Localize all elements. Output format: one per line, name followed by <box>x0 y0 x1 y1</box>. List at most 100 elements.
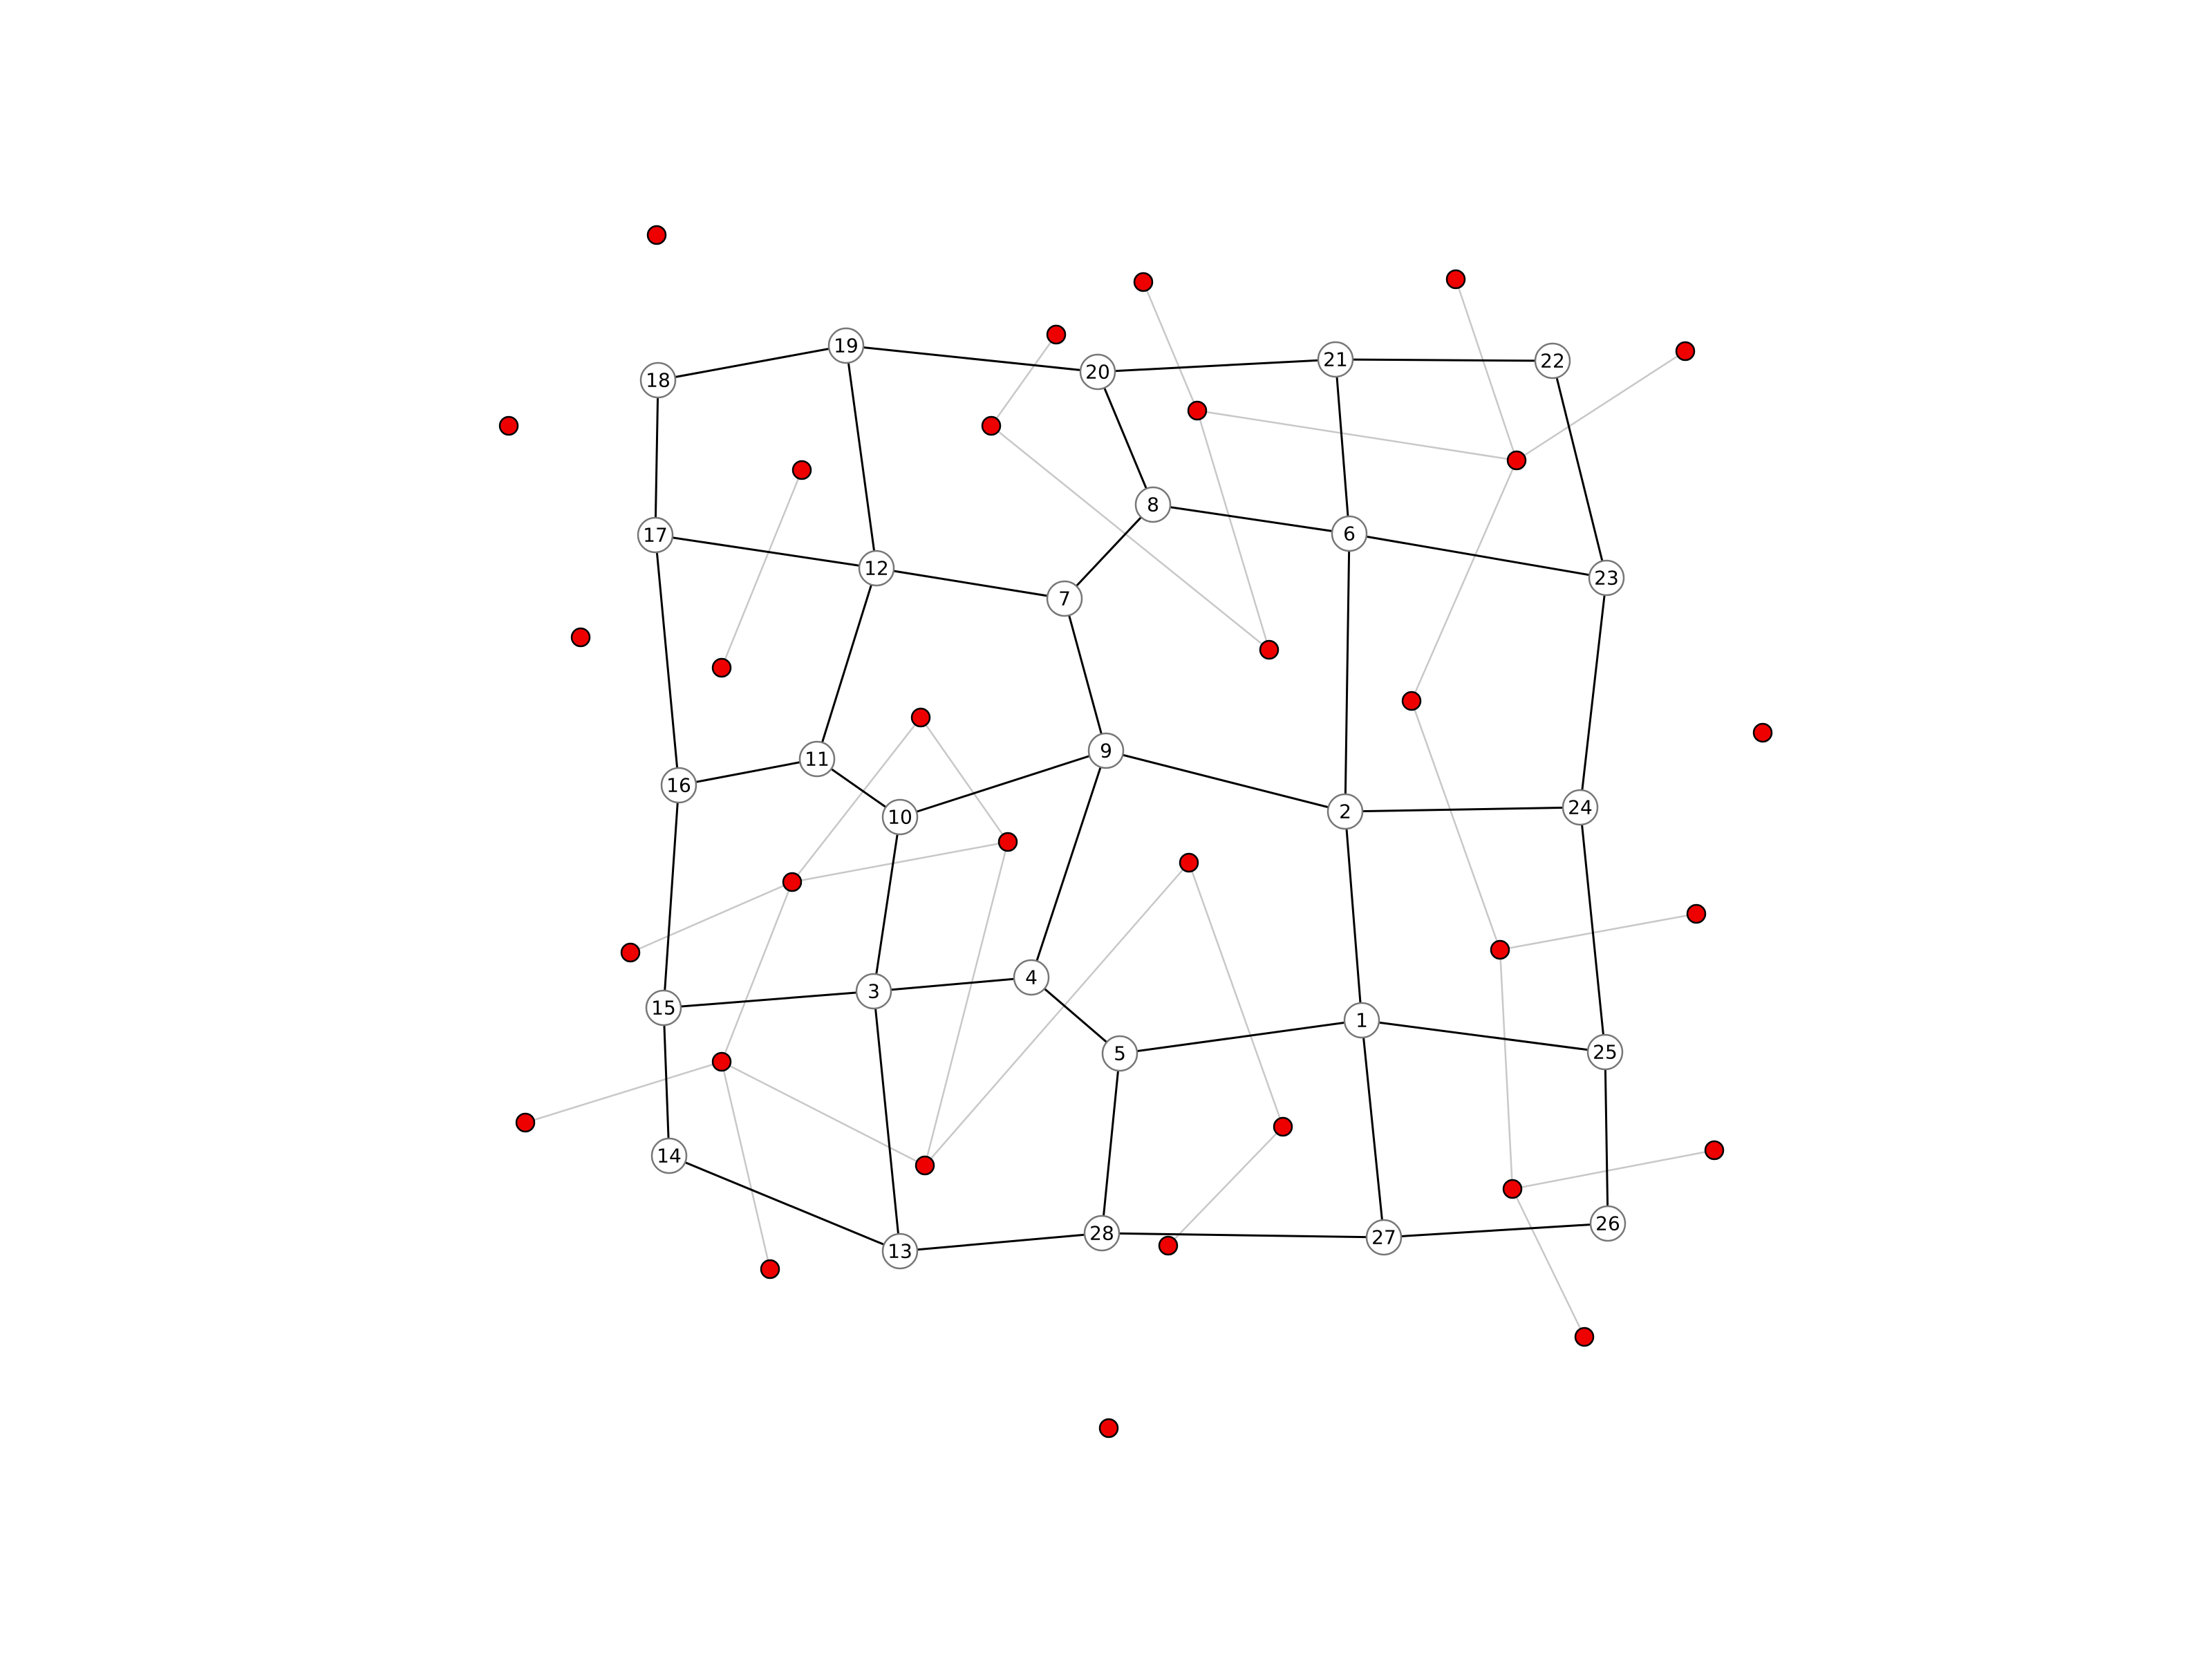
primal-node-14: 14 <box>650 1137 688 1174</box>
primal-edge-18-19 <box>657 344 847 382</box>
primal-node-circle <box>881 1232 919 1270</box>
dual-node <box>910 707 931 728</box>
primal-node-circle <box>1343 1002 1380 1039</box>
primal-edge-20-8 <box>1096 371 1154 505</box>
dual-edge <box>1516 350 1686 462</box>
primal-edge-9-2 <box>1105 749 1346 813</box>
primal-edge-17-12 <box>655 534 877 570</box>
primal-edge-19-20 <box>845 344 1098 373</box>
primal-node-circle <box>1586 1033 1624 1071</box>
primal-node-circle <box>1365 1219 1403 1256</box>
dual-node <box>711 657 732 678</box>
primal-edge-20-21 <box>1097 358 1336 373</box>
dual-edge <box>1196 410 1271 650</box>
dual-edge <box>991 425 1270 650</box>
primal-node-label: 28 <box>1089 1222 1114 1245</box>
primal-node-label: 9 <box>1100 740 1112 762</box>
dual-node <box>1259 639 1280 660</box>
primal-edge-7-9 <box>1063 598 1107 751</box>
primal-edge-19-12 <box>845 345 878 569</box>
primal-edge-17-16 <box>654 534 680 786</box>
dual-edge <box>1512 1149 1715 1190</box>
dual-node <box>498 415 519 436</box>
primal-edge-28-27 <box>1101 1232 1385 1239</box>
primal-node-label: 16 <box>666 774 691 797</box>
dual-node <box>1445 269 1466 290</box>
primal-node-label: 4 <box>1025 966 1038 989</box>
dual-edge <box>720 881 794 1062</box>
primal-node-label: 26 <box>1595 1212 1620 1235</box>
primal-node-circle <box>650 1137 688 1174</box>
dual-node <box>1704 1140 1725 1161</box>
dual-node <box>1401 691 1422 711</box>
dual-node <box>915 1155 935 1176</box>
primal-edge-15-3 <box>663 990 874 1009</box>
primal-node-circle <box>858 550 895 587</box>
primal-edge-23-24 <box>1579 577 1608 808</box>
primal-edge-25-26 <box>1604 1051 1609 1224</box>
primal-node-label: 10 <box>888 806 912 829</box>
dual-node <box>997 832 1018 852</box>
primal-edge-24-25 <box>1579 807 1606 1053</box>
primal-edge-6-2 <box>1344 533 1351 812</box>
dual-edge <box>919 717 1009 843</box>
primal-edge-8-6 <box>1152 503 1350 535</box>
primal-node-label: 12 <box>864 557 889 580</box>
primal-edge-5-1 <box>1119 1019 1362 1055</box>
primal-node-circle <box>1087 732 1125 769</box>
primal-edge-1-27 <box>1360 1020 1385 1238</box>
primal-node-16: 16 <box>660 767 697 804</box>
primal-node-18: 18 <box>639 362 677 399</box>
dual-edge <box>1188 862 1284 1127</box>
primal-edge-12-7 <box>876 567 1065 600</box>
primal-node-1: 1 <box>1343 1002 1380 1039</box>
primal-node-label: 15 <box>651 997 676 1020</box>
dual-node <box>791 460 812 480</box>
primal-node-19: 19 <box>827 327 865 364</box>
primal-node-21: 21 <box>1317 341 1354 378</box>
dual-edge <box>720 469 803 668</box>
primal-node-circle <box>660 767 697 804</box>
dual-node <box>1273 1116 1293 1137</box>
primal-node-label: 8 <box>1147 494 1159 516</box>
primal-edge-1-25 <box>1361 1019 1606 1053</box>
primal-node-11: 11 <box>798 740 836 778</box>
primal-edge-9-4 <box>1030 750 1107 978</box>
primal-node-2: 2 <box>1327 793 1364 830</box>
primal-edge-15-14 <box>662 1007 671 1156</box>
primal-edge-3-13 <box>872 991 901 1252</box>
primal-edge-5-28 <box>1100 1053 1121 1234</box>
primal-node-25: 25 <box>1586 1033 1624 1071</box>
primal-node-17: 17 <box>637 516 674 554</box>
primal-node-circle <box>1083 1215 1121 1252</box>
primal-node-label: 1 <box>1356 1009 1368 1032</box>
dual-edge <box>924 862 1190 1166</box>
primal-edge-22-23 <box>1551 360 1608 579</box>
dual-node <box>981 415 1002 436</box>
primal-node-label: 14 <box>657 1145 682 1168</box>
primal-edge-10-9 <box>899 749 1107 818</box>
primal-edge-12-11 <box>816 568 878 760</box>
dual-edge <box>721 1060 926 1167</box>
primal-node-8: 8 <box>1134 486 1172 523</box>
primal-node-circle <box>1331 515 1368 552</box>
primal-node-circle <box>855 973 892 1010</box>
primal-edge-14-13 <box>668 1154 901 1253</box>
primal-node-circle <box>1562 789 1599 826</box>
primal-node-15: 15 <box>645 989 682 1027</box>
primal-node-3: 3 <box>855 973 892 1010</box>
primal-edge-layer <box>654 344 1609 1253</box>
primal-edge-18-17 <box>654 379 659 536</box>
dual-edge <box>1168 1126 1284 1246</box>
dual-node <box>570 627 591 648</box>
dual-node <box>1133 272 1154 292</box>
primal-node-label: 20 <box>1085 361 1110 384</box>
primal-node-circle <box>1101 1035 1138 1072</box>
dual-node <box>646 225 667 245</box>
primal-node-label: 25 <box>1593 1041 1618 1064</box>
dual-node <box>515 1112 536 1133</box>
primal-node-6: 6 <box>1331 515 1368 552</box>
dual-node <box>1187 400 1208 421</box>
primal-node-circle <box>1588 559 1625 597</box>
